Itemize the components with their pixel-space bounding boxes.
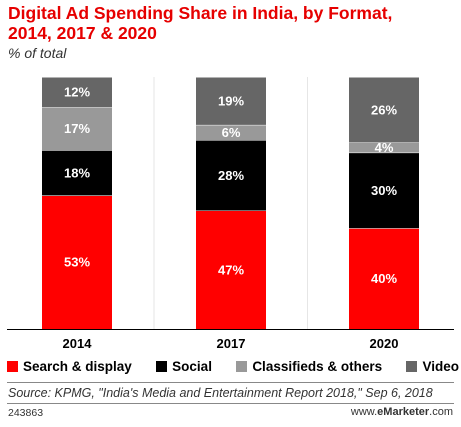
data-label-search-display-2014: 53%: [64, 255, 90, 270]
chart-id: 243863: [8, 407, 44, 419]
bar-search-display-2014: [42, 195, 112, 329]
x-tick-label-2020: 2020: [370, 336, 399, 351]
chart-title: Digital Ad Spending Share in India, by F…: [8, 3, 393, 43]
bar-classifieds-2014: [42, 107, 112, 151]
x-tick-label-2014: 2014: [63, 336, 93, 351]
bar-search-display-2020: [349, 228, 419, 329]
legend-item-search-display: Search & display: [7, 359, 132, 374]
data-label-video-2017: 19%: [218, 93, 244, 108]
legend-label-search-display: Search & display: [23, 358, 132, 374]
bar-video-2014: [42, 77, 112, 108]
data-label-classifieds-2017: 6%: [222, 125, 241, 140]
legend-swatch-video: [406, 360, 418, 372]
data-label-search-display-2020: 40%: [371, 271, 397, 286]
data-label-video-2014: 12%: [64, 85, 90, 100]
legend: Search & display Social Classifieds & ot…: [7, 357, 459, 375]
source-note: Source: KPMG, "India's Media and Enterta…: [8, 386, 433, 400]
brand-name: eMarketer: [377, 406, 430, 418]
data-label-video-2020: 26%: [371, 102, 397, 117]
legend-label-social: Social: [172, 358, 212, 374]
data-label-social-2017: 28%: [218, 168, 244, 183]
bar-search-display-2017: [196, 210, 266, 329]
bar-social-2014: [42, 150, 112, 196]
bar-social-2020: [349, 152, 419, 229]
data-label-social-2020: 30%: [371, 183, 397, 198]
legend-swatch-classifieds: [236, 360, 248, 372]
legend-swatch-search-display: [7, 360, 18, 372]
bar-classifieds-2017: [196, 124, 266, 140]
legend-item-social: Social: [156, 359, 212, 374]
bar-video-2020: [349, 77, 419, 143]
legend-item-video: Video: [406, 359, 459, 374]
brand-suffix: .com: [429, 406, 453, 418]
legend-item-classifieds: Classifieds & others: [236, 359, 382, 374]
legend-label-video: Video: [422, 358, 459, 374]
bar-social-2017: [196, 140, 266, 211]
chart-subtitle: % of total: [8, 45, 67, 61]
brand-prefix: www.: [350, 406, 378, 418]
source-divider: [7, 382, 454, 383]
bar-classifieds-2020: [349, 142, 419, 153]
brand-link[interactable]: www.eMarketer.com: [351, 406, 453, 418]
data-label-social-2014: 18%: [64, 165, 90, 180]
data-label-classifieds-2014: 17%: [64, 121, 90, 136]
bar-video-2017: [196, 77, 266, 125]
legend-swatch-social: [156, 360, 168, 372]
data-label-search-display-2017: 47%: [218, 262, 244, 277]
data-label-classifieds-2020: 4%: [375, 140, 394, 155]
legend-label-classifieds: Classifieds & others: [252, 358, 383, 374]
x-tick-label-2017: 2017: [217, 336, 246, 351]
footer-divider: [7, 403, 454, 404]
